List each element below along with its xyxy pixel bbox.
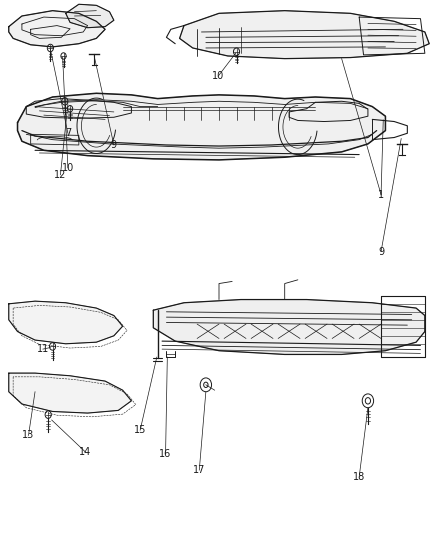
Text: 10: 10 — [62, 163, 74, 173]
Text: 9: 9 — [378, 247, 384, 256]
Text: 9: 9 — [111, 140, 117, 150]
Polygon shape — [153, 300, 425, 354]
Polygon shape — [18, 93, 385, 160]
Text: 14: 14 — [79, 447, 92, 457]
Text: 13: 13 — [22, 431, 35, 440]
Text: 10: 10 — [212, 71, 224, 81]
Text: 11: 11 — [37, 344, 49, 354]
Text: 15: 15 — [134, 425, 146, 435]
Text: 1: 1 — [378, 190, 384, 199]
Polygon shape — [9, 11, 105, 47]
Polygon shape — [180, 11, 429, 59]
Polygon shape — [66, 4, 114, 28]
Text: 18: 18 — [353, 472, 365, 482]
Text: 17: 17 — [193, 465, 205, 475]
Polygon shape — [9, 301, 123, 344]
Text: 16: 16 — [159, 449, 172, 459]
Text: 12: 12 — [54, 170, 67, 180]
Text: 7: 7 — [65, 128, 71, 138]
Polygon shape — [9, 373, 131, 413]
